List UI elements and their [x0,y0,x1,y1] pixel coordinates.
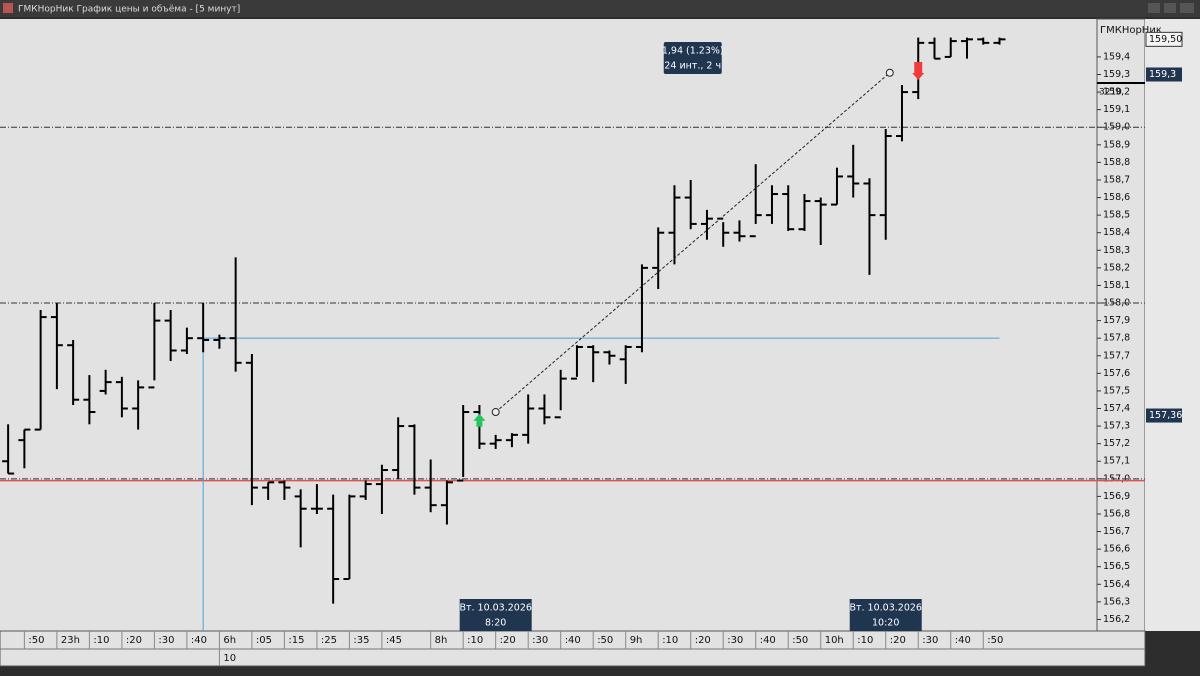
sell-signal [912,61,925,80]
x-tick-label: :40 [955,635,971,646]
y-tick-label: 158,6 [1103,192,1130,203]
x-tick-label: :50 [792,635,808,646]
y-tick-label: 158,2 [1103,262,1130,273]
title-bar [0,0,1200,17]
buy-signal [473,413,486,427]
x-tick-label: :10 [93,635,109,646]
y-tick-label: 157,8 [1103,333,1130,344]
app-icon [3,3,13,13]
y-tick-label: 156,6 [1103,544,1130,555]
window-title: ГМКНорНик График цены и объёма - [5 мину… [18,5,240,15]
close-button[interactable] [1180,3,1194,13]
x-tick-label: :20 [695,635,711,646]
y-tick-label: 159,4 [1103,51,1130,62]
y-tick-label: 158,1 [1103,280,1130,291]
y-tick-label: 157,9 [1103,315,1130,326]
y-tick-label: 158,8 [1103,157,1130,168]
date-label-date: Вт. 10.03.2026 [459,603,531,614]
x-tick-label: :45 [386,635,402,646]
x-tick-label: :50 [597,635,613,646]
y-tick-label: 156,9 [1103,491,1130,502]
x-tick-label: :50 [28,635,44,646]
side-panel [1145,19,1200,631]
measure-box [663,42,722,74]
date-tick-label: 10 [223,653,236,664]
x-tick-label: :10 [467,635,483,646]
measure-text: 24 инт., 2 ч [664,61,721,72]
symbol-label: ГМКНорНик [1100,25,1162,36]
y-tick-label: 158,9 [1103,139,1130,150]
x-tick-label: :30 [922,635,938,646]
plot-area [0,19,1097,631]
x-tick-label: :35 [353,635,369,646]
x-tick-label: :30 [727,635,743,646]
price-label-box [1146,408,1182,423]
x-tick-label: :30 [532,635,548,646]
measure-start [491,408,500,417]
y-tick-label: 156,7 [1103,526,1130,537]
y-tick-label: 156,3 [1103,596,1130,607]
price-label-box [1145,31,1183,47]
measure-line [495,72,891,413]
x-tick-label: :20 [890,635,906,646]
y-tick-label: 159,2 [1103,87,1130,98]
y-tick-label: 159,1 [1103,104,1130,115]
x-tick-label: :50 [987,635,1003,646]
price-axis [1096,18,1146,632]
x-tick-label: :40 [760,635,776,646]
price-label: 157,36 [1149,410,1182,421]
y-tick-label: 158,4 [1103,227,1130,238]
y-tick-label: 157,6 [1103,368,1130,379]
minimize-button[interactable] [1148,3,1160,13]
measure-text: 1,94 (1.23%) [662,46,724,57]
y-tick-label: 157,5 [1103,385,1130,396]
price-label: 159,50 [1149,34,1182,45]
y-tick-label: 157,7 [1103,350,1130,361]
measure-end [885,68,894,77]
y-tick-label: 157,3 [1103,421,1130,432]
y-tick-label: 158,3 [1103,245,1130,256]
x-tick-label: :05 [256,635,272,646]
maximize-button[interactable] [1164,3,1176,13]
x-tick-label: :10 [662,635,678,646]
y-tick-label: 158,7 [1103,174,1130,185]
window-buttons [1148,3,1194,13]
price-label-box [1146,67,1182,82]
x-tick-label: :20 [126,635,142,646]
y-tick-label: 157,4 [1103,403,1130,414]
y-tick-label: 156,8 [1103,508,1130,519]
y-tick-label: 157,2 [1103,438,1130,449]
x-tick-label: :10 [857,635,873,646]
x-tick-label: :30 [158,635,174,646]
date-label-box [459,599,532,631]
y-tick-label: 156,5 [1103,561,1130,572]
price-label: 159,3 [1149,69,1176,80]
x-tick-label: :25 [321,635,337,646]
volume-label: 3210 [1099,88,1122,98]
x-tick-label: 23h [61,635,80,646]
y-tick-label: 157,1 [1103,456,1130,467]
date-label-date: Вт. 10.03.2026 [849,603,921,614]
x-tick-label: :40 [191,635,207,646]
y-tick-label: 159,3 [1103,69,1130,80]
x-tick-label: :20 [500,635,516,646]
x-tick-label: 8h [435,635,448,646]
y-tick-label: 156,2 [1103,614,1130,625]
x-tick-label: :40 [565,635,581,646]
x-tick-label: :15 [288,635,304,646]
x-tick-label: 10h [825,635,844,646]
date-label-time: 8:20 [485,618,506,629]
date-label-box [849,599,922,631]
y-tick-label: 158,5 [1103,210,1130,221]
y-tick-label: 156,4 [1103,579,1130,590]
x-tick-label: 6h [223,635,236,646]
x-tick-label: 9h [630,635,643,646]
date-label-time: 10:20 [872,618,899,629]
